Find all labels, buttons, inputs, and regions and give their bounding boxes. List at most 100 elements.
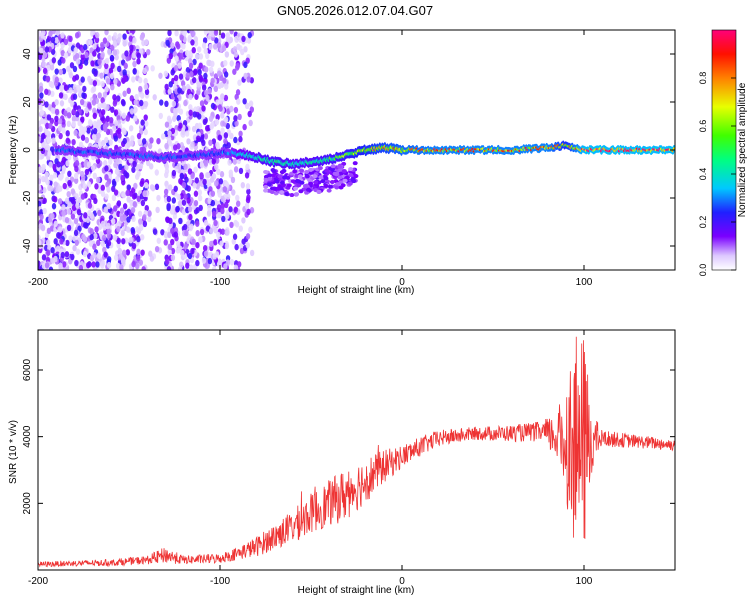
spectrogram-noise-cell <box>231 189 236 196</box>
spectrogram-noise-cell <box>248 100 254 107</box>
spectrogram-noise-cell <box>75 58 81 65</box>
spectrogram-noise-cell <box>213 227 218 234</box>
spectrogram-noise-cell <box>129 140 134 147</box>
spectrogram-noise-cell <box>125 249 131 256</box>
spectrogram-noise-cell <box>121 112 127 119</box>
spectrogram-noise-cell <box>187 178 193 185</box>
spectrogram-noise-cell <box>185 49 190 57</box>
spectrogram-noise-cell <box>85 216 91 224</box>
snr-y-label: SNR (10 * v/v) <box>8 420 19 484</box>
spectrogram-noise-cell <box>184 130 190 137</box>
spectrogram-noise-cell <box>193 166 198 173</box>
spectrogram-noise-cell <box>335 182 341 187</box>
spectrogram-noise-cell <box>55 245 61 252</box>
spectrogram-noise-cell <box>217 211 222 219</box>
spectrogram-noise-cell <box>279 190 285 195</box>
spectrogram-noise-cell <box>194 53 200 60</box>
spectrogram-noise-cell <box>138 163 144 170</box>
spectrogram-noise-cell <box>211 138 217 145</box>
spectrogram-noise-cell <box>131 76 136 83</box>
spectrogram-noise-cell <box>173 74 179 82</box>
spectrogram-noise-cell <box>170 208 175 215</box>
spectrogram-noise-cell <box>112 100 118 107</box>
spectrogram-noise-cell <box>304 174 310 179</box>
spectrogram-noise-cell <box>147 210 152 217</box>
spectrogram-noise-cell <box>90 164 96 172</box>
spectrogram-noise-cell <box>143 77 148 85</box>
spectrogram-noise-cell <box>58 262 63 269</box>
spectrogram-noise-cell <box>54 115 59 122</box>
spectrogram-noise-cell <box>201 84 207 91</box>
spectrogram-noise-cell <box>205 225 211 232</box>
spectrogram-noise-cell <box>68 72 74 79</box>
spectrogram-noise-cell <box>110 106 115 113</box>
spectrogram-noise-cell <box>66 106 71 114</box>
spectrogram-noise-cell <box>223 71 229 78</box>
spectrogram-noise-cell <box>102 91 108 98</box>
spectrogram-noise-cell <box>177 62 182 69</box>
snr-y-tick-label: 4000 <box>22 425 33 448</box>
spectrogram-noise-cell <box>59 84 64 92</box>
spectrogram-noise-cell <box>228 206 233 213</box>
spectrogram-noise-cell <box>87 75 92 83</box>
spectrogram-noise-cell <box>178 200 183 207</box>
spectrogram-noise-cell <box>104 193 109 200</box>
spectrogram-noise-cell <box>87 119 93 126</box>
snr-x-label: Height of straight line (km) <box>298 585 415 596</box>
spectrogram-noise-cell <box>193 199 199 207</box>
spectrogram-noise-cell <box>216 231 221 239</box>
spectrogram-noise-cell <box>168 81 173 88</box>
spectrogram-noise-cell <box>64 251 70 258</box>
spectrogram-noise-cell <box>186 88 192 96</box>
spectrogram-noise-cell <box>233 264 239 270</box>
spectrogram-noise-cell <box>197 189 203 196</box>
spectrogram-noise-cell <box>101 234 107 241</box>
spectrogram-noise-cell <box>106 222 111 230</box>
spectrogram-noise-cell <box>189 223 194 230</box>
spectrogram-noise-cell <box>100 240 105 247</box>
spectrogram-noise-cell <box>116 36 121 44</box>
spectrogram-noise-cell <box>244 102 250 110</box>
spectrogram-noise-cell <box>115 175 120 183</box>
spectrogram-noise-cell <box>233 115 238 122</box>
spectrogram-noise-cell <box>156 237 161 244</box>
spectrogram-noise-cell <box>220 32 226 39</box>
spectrogram-noise-cell <box>86 161 92 168</box>
spectrogram-noise-cell <box>49 64 55 71</box>
spectrogram-noise-cell <box>45 178 50 186</box>
spectrogram-noise-cell <box>129 108 135 115</box>
spectrogram-noise-cell <box>40 224 46 232</box>
spectrogram-noise-cell <box>91 261 96 268</box>
spectrogram-noise-cell <box>292 169 298 174</box>
snr-x-tick-label: -100 <box>210 576 230 587</box>
spectrogram-noise-cell <box>240 181 246 189</box>
spectrogram-noise-cell <box>190 141 195 148</box>
spectrogram-noise-cell <box>203 160 209 167</box>
spectrogram-noise-cell <box>188 93 193 101</box>
spectrogram-noise-cell <box>232 68 237 75</box>
spectrogram-noise-cell <box>326 188 332 193</box>
spectrogram-noise-cell <box>122 137 127 145</box>
spectrogram-noise-cell <box>100 139 106 147</box>
spectrogram-noise-cell <box>193 68 198 75</box>
spectrogram-noise-cell <box>224 83 229 90</box>
spectrogram-noise-cell <box>91 99 97 106</box>
spectrogram-noise-cell <box>40 166 45 174</box>
spectrogram-noise-cell <box>166 57 172 64</box>
spectrogram-noise-cell <box>165 216 170 223</box>
spectrogram-noise-cell <box>199 100 205 107</box>
spectrogram-noise-cell <box>317 166 323 171</box>
spectrogram-noise-cell <box>183 193 188 200</box>
spectrogram-noise-cell <box>77 196 83 204</box>
spectrogram-noise-cell <box>38 184 42 191</box>
spectrogram-noise-cell <box>206 171 211 179</box>
spectrogram-noise-cell <box>92 172 98 180</box>
spectrogram-noise-cell <box>236 43 241 50</box>
spectrogram-noise-cell <box>176 115 181 122</box>
spectrogram-noise-cell <box>172 213 178 220</box>
spectrogram-noise-cell <box>175 43 181 50</box>
spectrogram-noise-cell <box>213 30 219 36</box>
spectrogram-noise-cell <box>110 62 115 70</box>
spectrogram-noise-cell <box>136 52 141 59</box>
spectrogram-noise-cell <box>86 127 91 134</box>
